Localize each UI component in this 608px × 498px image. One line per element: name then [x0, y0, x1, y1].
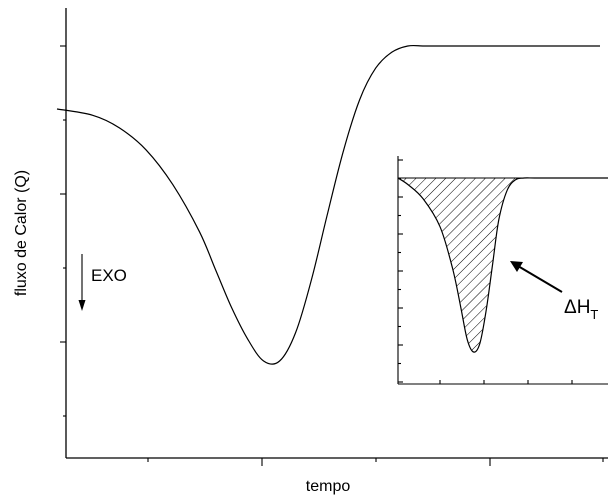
exo-label: EXO — [91, 266, 127, 285]
delta-h-symbol: ΔH — [564, 297, 590, 318]
delta-h-subscript: T — [590, 307, 598, 322]
delta-h-arrow-shaft — [517, 265, 563, 293]
x-axis-label: tempo — [306, 478, 351, 495]
y-axis-label: fluxo de Calor (Q) — [13, 170, 30, 296]
inset-hatched-area — [398, 177, 608, 353]
delta-h-arrow-head — [510, 261, 523, 272]
main-axis-ticks — [60, 45, 604, 466]
inset-heat-flow-curve — [397, 177, 608, 353]
delta-h-label: ΔHT — [564, 297, 598, 322]
exo-arrow-head — [78, 300, 86, 311]
main-heat-flow-curve — [56, 44, 600, 365]
